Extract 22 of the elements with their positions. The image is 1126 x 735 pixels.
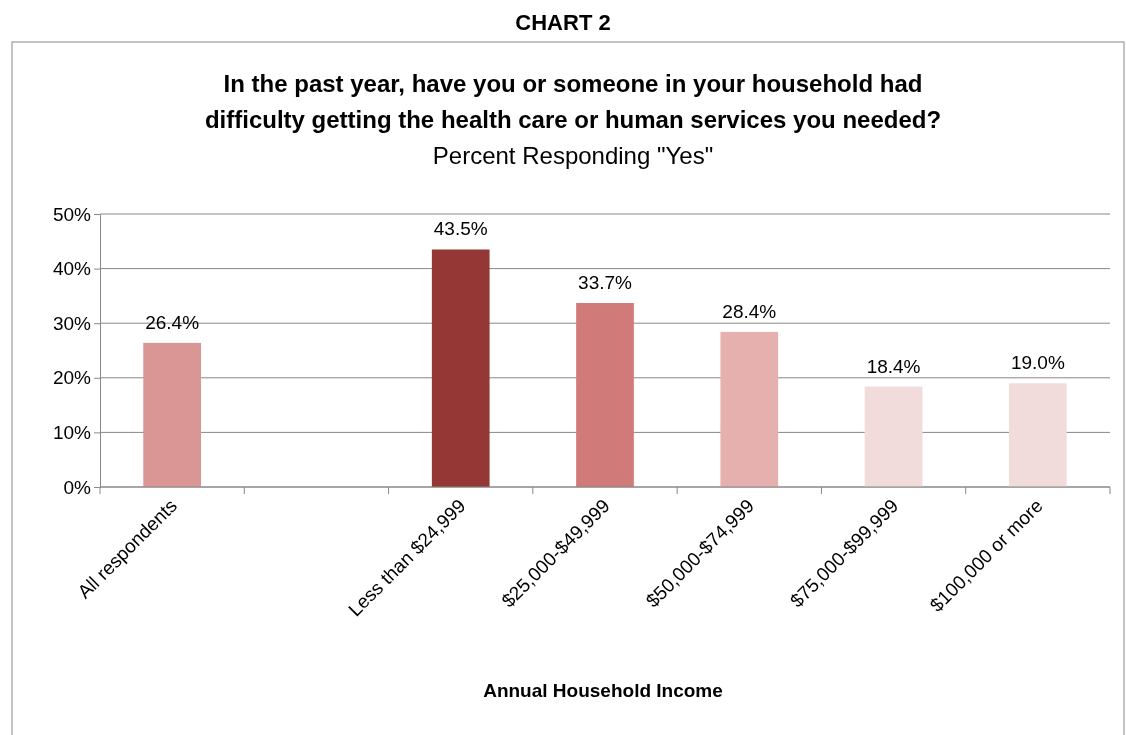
data-label: 18.4% <box>866 355 921 377</box>
data-label: 43.5% <box>433 218 488 240</box>
data-label: 33.7% <box>578 272 633 293</box>
bar <box>720 331 779 487</box>
bar <box>864 386 923 487</box>
chart-subtitle: Percent Responding "Yes" <box>432 142 714 169</box>
data-label: 28.4% <box>722 300 777 322</box>
y-tick-label: 40% <box>52 258 92 280</box>
x-axis-title: Annual Household Income <box>483 680 723 701</box>
y-tick-label: 50% <box>52 203 92 225</box>
data-label: 26.4% <box>145 311 200 333</box>
bar <box>431 249 490 487</box>
y-tick-label: 0% <box>63 476 92 498</box>
caption: CHART 2 <box>515 10 611 35</box>
chart-title: In the past year, have you or someone in your household had difficulty getting the health care or human services you needed? <box>204 70 942 133</box>
bar <box>1009 383 1067 487</box>
bar <box>576 303 634 487</box>
y-tick-label: 10% <box>52 421 92 443</box>
y-tick-label: 20% <box>52 367 92 389</box>
y-tick-label: 30% <box>52 312 92 334</box>
data-label: 19.0% <box>1010 352 1065 374</box>
bar <box>143 342 201 487</box>
